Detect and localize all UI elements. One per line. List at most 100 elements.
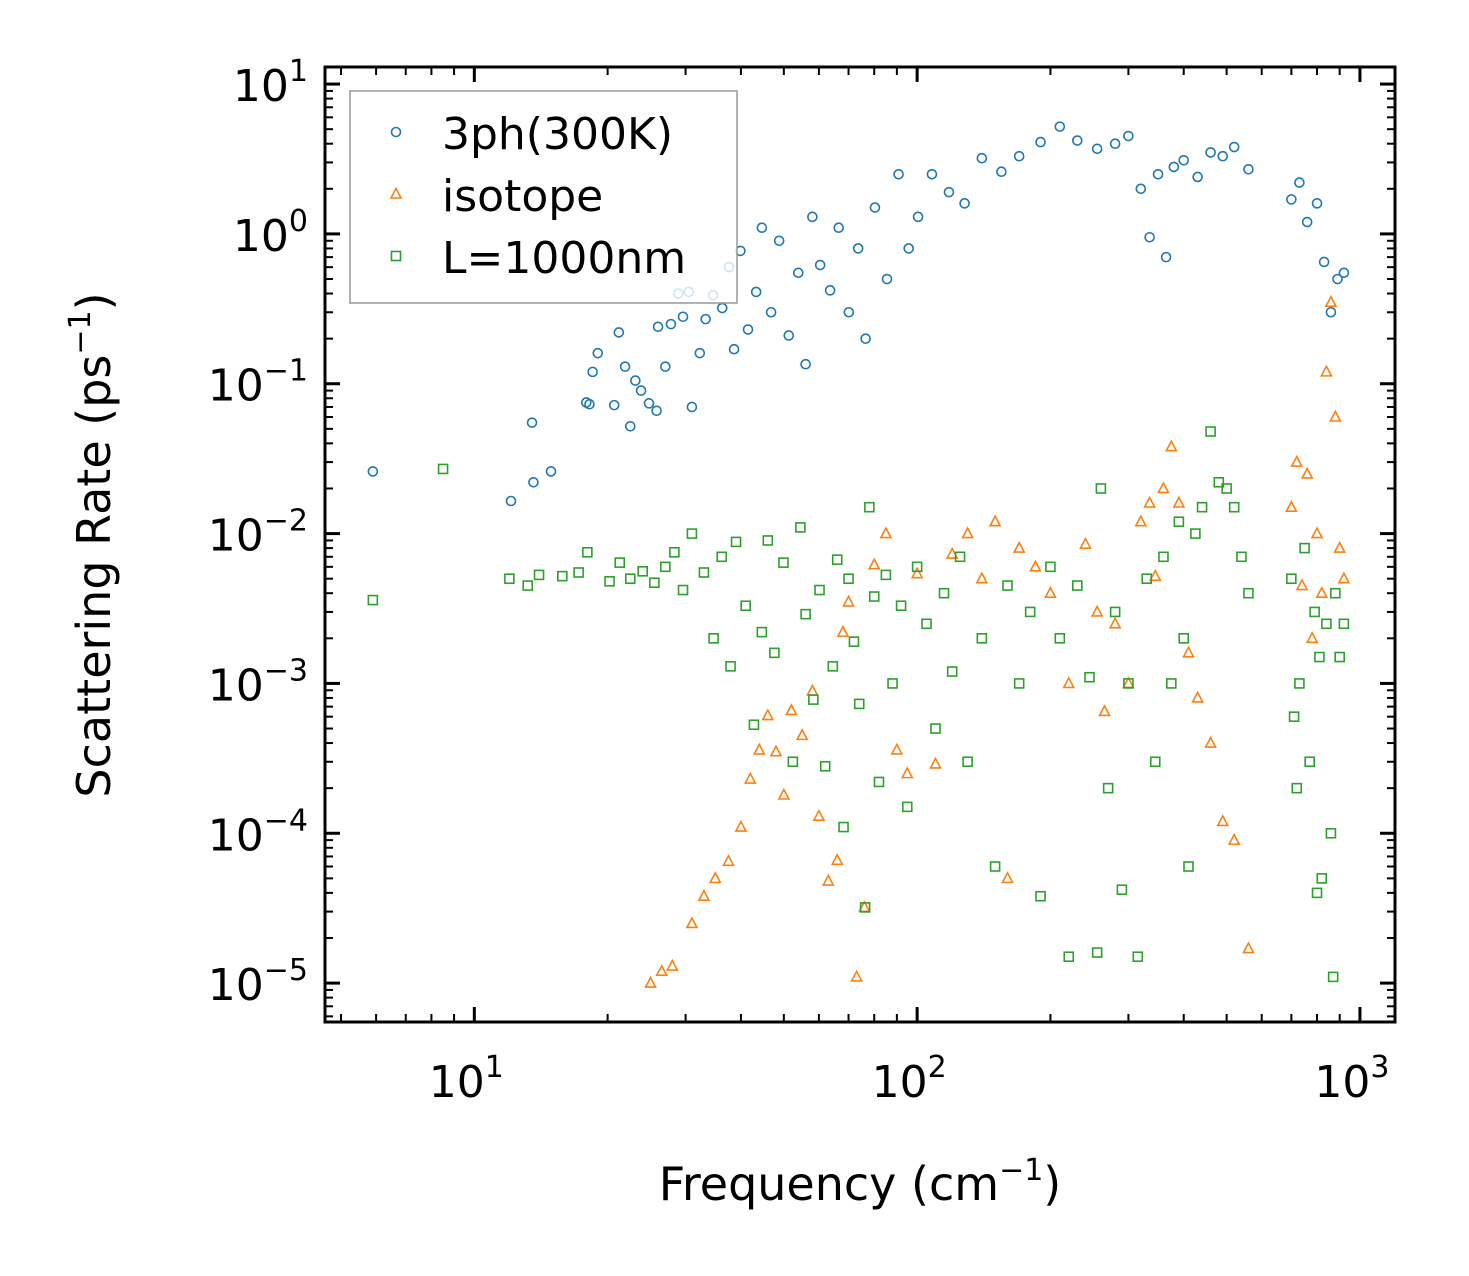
- data-point: [730, 536, 742, 548]
- legend-box: [349, 90, 738, 304]
- data-point: [1084, 671, 1095, 683]
- data-point: [795, 728, 809, 741]
- data-point: [921, 618, 932, 630]
- data-point: [1301, 216, 1313, 228]
- data-point: [989, 861, 1001, 872]
- data-point: [954, 551, 966, 563]
- legend: 3ph(300K) isotope L=1000nm: [349, 90, 738, 304]
- data-point: [725, 661, 736, 672]
- data-point: [1310, 526, 1324, 539]
- data-point: [655, 964, 669, 977]
- data-point: [1332, 273, 1343, 285]
- data-point: [1054, 121, 1066, 132]
- data-point: [1160, 251, 1172, 263]
- major-ticks: [325, 67, 1395, 1022]
- data-point: [1158, 551, 1169, 563]
- data-point: [1321, 618, 1332, 630]
- data-point: [1166, 678, 1177, 689]
- data-point: [1024, 606, 1036, 618]
- data-point: [838, 821, 849, 833]
- data-point: [868, 591, 880, 602]
- data-point: [505, 495, 517, 507]
- data-point: [929, 756, 942, 769]
- data-point: [1327, 971, 1339, 983]
- data-point: [1291, 782, 1303, 794]
- data-point: [842, 594, 855, 607]
- legend-marker: [390, 250, 402, 262]
- data-point: [1311, 887, 1323, 899]
- data-point: [630, 375, 641, 386]
- data-point: [938, 587, 950, 599]
- data-point: [367, 594, 379, 606]
- data-point: [1221, 483, 1232, 494]
- data-point: [1135, 183, 1147, 195]
- data-point: [848, 636, 860, 647]
- x-axis-label: Frequency (cm−1): [659, 1153, 1062, 1211]
- data-point: [831, 554, 843, 565]
- data-point: [756, 222, 768, 234]
- data-point: [1144, 231, 1155, 243]
- data-point: [1168, 161, 1180, 173]
- data-point: [1337, 571, 1351, 584]
- data-point: [1173, 516, 1185, 528]
- data-point: [1013, 150, 1025, 162]
- data-point: [635, 385, 647, 396]
- data-point: [890, 742, 904, 755]
- data-point: [881, 273, 893, 285]
- data-point: [716, 551, 728, 563]
- x-tick-label: 101: [429, 1050, 504, 1108]
- data-point: [943, 186, 955, 198]
- data-point: [1294, 678, 1305, 689]
- legend-label: 3ph(300K): [442, 109, 673, 160]
- data-point: [996, 166, 1007, 178]
- data-point: [1288, 711, 1300, 722]
- legend-marker: [390, 126, 402, 138]
- data-point: [694, 347, 706, 359]
- data-point: [1013, 678, 1025, 689]
- x-tick-labels: 101 102 103: [429, 1050, 1390, 1108]
- data-point: [1091, 947, 1103, 958]
- data-point: [1295, 578, 1309, 591]
- data-point: [587, 366, 598, 378]
- data-point: [1044, 585, 1057, 599]
- data-point: [722, 854, 735, 867]
- data-point: [666, 958, 679, 971]
- data-point: [1228, 501, 1240, 513]
- data-point: [1102, 782, 1114, 794]
- data-point: [852, 243, 864, 254]
- data-point: [769, 744, 783, 757]
- data-point: [1191, 690, 1204, 703]
- data-point: [1236, 551, 1247, 563]
- data-point: [1108, 616, 1122, 629]
- data-point: [1299, 542, 1310, 554]
- series-2: [644, 295, 1351, 988]
- data-point: [1213, 476, 1225, 488]
- data-point: [1123, 678, 1134, 689]
- plot-frame: [323, 65, 1397, 1024]
- data-point: [1178, 633, 1190, 644]
- data-point: [643, 398, 655, 409]
- data-point: [1242, 941, 1255, 954]
- data-point: [785, 703, 798, 716]
- data-point: [910, 566, 924, 579]
- data-point: [765, 306, 777, 318]
- data-point: [1192, 171, 1203, 183]
- data-point: [860, 333, 871, 344]
- data-point: [756, 626, 768, 638]
- data-point: [1320, 364, 1333, 377]
- data-point: [783, 330, 795, 341]
- data-point: [930, 723, 941, 734]
- data-point: [367, 466, 379, 477]
- data-point: [873, 776, 885, 788]
- legend-label: L=1000nm: [442, 233, 686, 284]
- data-point: [812, 808, 826, 821]
- data-point: [1329, 409, 1342, 422]
- data-point: [1132, 951, 1144, 963]
- data-point: [800, 608, 811, 620]
- data-point: [1079, 536, 1092, 549]
- data-point: [1205, 147, 1216, 158]
- data-point: [1318, 256, 1330, 268]
- data-point: [1286, 194, 1297, 205]
- data-point: [1002, 580, 1013, 591]
- data-point: [556, 570, 568, 582]
